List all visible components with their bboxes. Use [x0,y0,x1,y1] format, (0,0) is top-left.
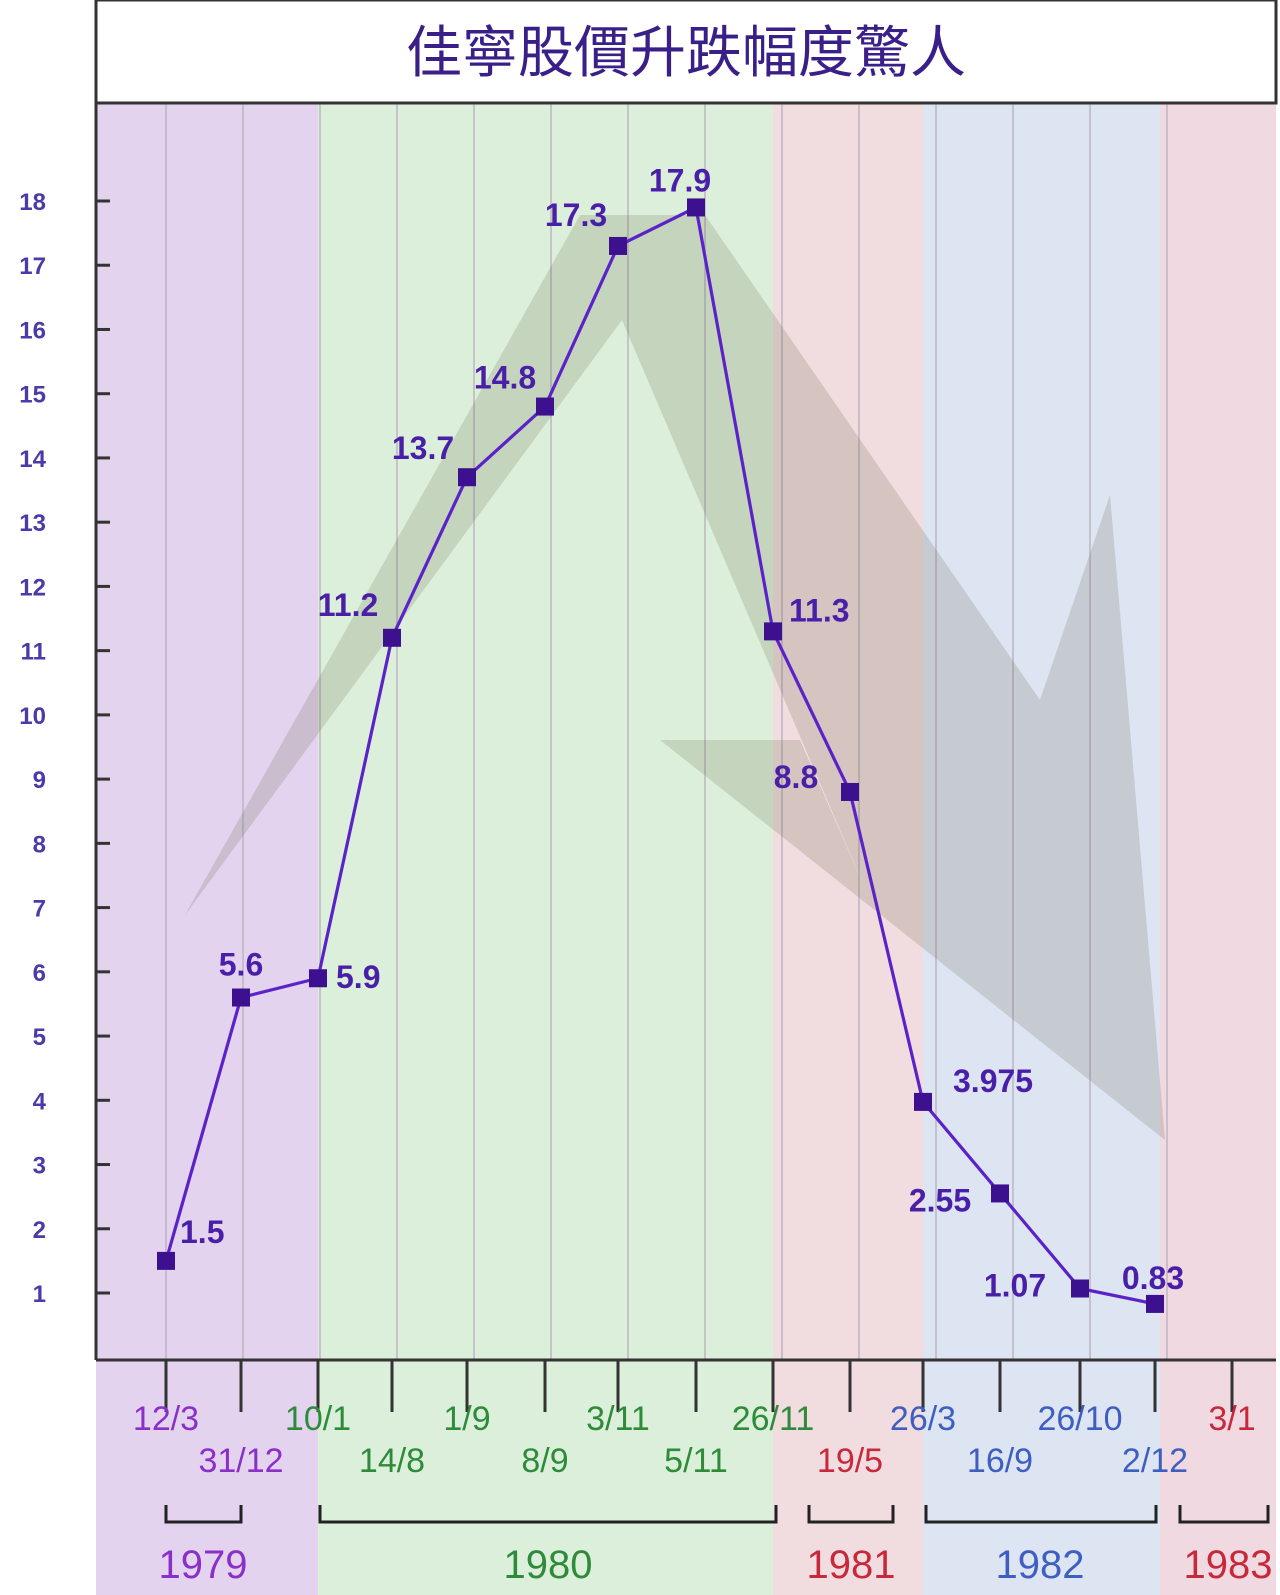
data-label: 5.6 [219,947,263,983]
data-point [841,782,859,801]
decorative-arrow-shape [185,215,1165,1140]
data-point [991,1184,1009,1203]
y-tick-label: 9 [33,767,46,794]
y-tick-label: 17 [19,253,46,280]
y-tick-label: 12 [19,574,46,601]
year-bands [96,103,1276,1595]
data-point [157,1251,175,1270]
year-label: 1983 [1184,1543,1273,1587]
x-tick-label: 1/9 [443,1400,490,1438]
data-point [458,468,476,487]
year-bracket [318,1505,778,1524]
data-label: 1.07 [984,1268,1046,1304]
x-tick-label: 10/1 [285,1400,351,1438]
y-tick-label: 18 [19,189,46,216]
year-label: 1982 [996,1543,1085,1587]
data-label: 8.8 [774,759,818,795]
band-1980 [318,103,773,1595]
y-tick-label: 6 [33,960,46,987]
title-box: 佳寧股價升跌幅度驚人 [94,0,1278,105]
x-tick-label: 3/11 [586,1400,650,1438]
y-tick-label: 7 [33,896,46,923]
x-tick-label: 19/5 [817,1442,883,1480]
series-line [164,205,1156,1306]
chart-title: 佳寧股價升跌幅度驚人 [406,21,966,86]
data-labels: 1.5 5.6 5.9 11.2 13.7 14.8 17.3 17.9 11.3 8.8 3.97… [180,162,1184,1303]
band-1982 [923,103,1160,1595]
year-bracket [807,1505,895,1524]
year-bracket [1178,1505,1270,1524]
data-label: 1.5 [180,1214,224,1250]
data-label: 14.8 [474,360,536,396]
y-tick-label: 1 [33,1281,46,1308]
band-1981 [773,103,923,1595]
data-point [232,988,250,1007]
x-tick-label: 16/9 [967,1442,1033,1480]
data-label: 0.83 [1122,1260,1184,1296]
year-bracket [924,1505,1158,1524]
data-point [536,397,554,416]
y-tick-label: 14 [19,446,46,473]
y-tick-label: 2 [33,1217,46,1244]
y-tick-label: 5 [33,1024,46,1051]
data-label: 13.7 [392,430,454,466]
y-tick-label: 8 [33,831,46,858]
x-tick-label: 26/3 [890,1400,956,1438]
band-1979 [96,103,318,1595]
data-label: 17.3 [545,197,607,233]
year-labels: 1979 1980 1981 1982 1983 [159,1505,1273,1587]
x-tick-label: 26/10 [1037,1400,1122,1438]
y-tick-label: 16 [19,317,46,344]
year-label: 1981 [807,1543,896,1587]
year-label: 1980 [504,1543,593,1587]
data-point [687,198,705,217]
data-label: 11.3 [789,592,850,628]
x-tick-label: 31/12 [198,1442,283,1480]
y-tick-label: 11 [21,639,46,666]
y-tick-label: 3 [33,1153,46,1180]
data-point [914,1092,932,1111]
gridlines [165,103,1168,1360]
data-label: 11.2 [318,587,379,623]
band-1983 [1160,103,1276,1595]
y-tick-label: 13 [19,510,46,537]
series [157,198,1164,1313]
x-tick-label: 2/12 [1122,1442,1188,1480]
x-tick-label: 26/11 [732,1400,815,1438]
arrow-shape [185,215,1165,1140]
data-label: 2.55 [909,1182,971,1218]
x-tick-label: 3/1 [1208,1400,1255,1438]
y-tick-label: 10 [19,703,46,730]
data-label: 17.9 [649,162,711,198]
x-tick-label: 8/9 [521,1442,568,1480]
data-label: 5.9 [336,959,380,995]
data-point [1071,1279,1089,1298]
y-tick-label: 4 [33,1088,47,1115]
x-tick-label: 14/8 [359,1442,425,1480]
data-point [1146,1294,1164,1313]
data-point [309,969,327,988]
year-bracket [164,1505,243,1524]
data-label: 3.975 [953,1063,1033,1099]
year-label: 1979 [159,1543,248,1587]
data-point [383,628,401,647]
data-point [609,236,627,255]
x-tick-label: 12/3 [133,1400,199,1438]
x-tick-label: 5/11 [664,1442,728,1480]
data-point [764,622,782,641]
y-tick-label: 15 [19,382,46,409]
